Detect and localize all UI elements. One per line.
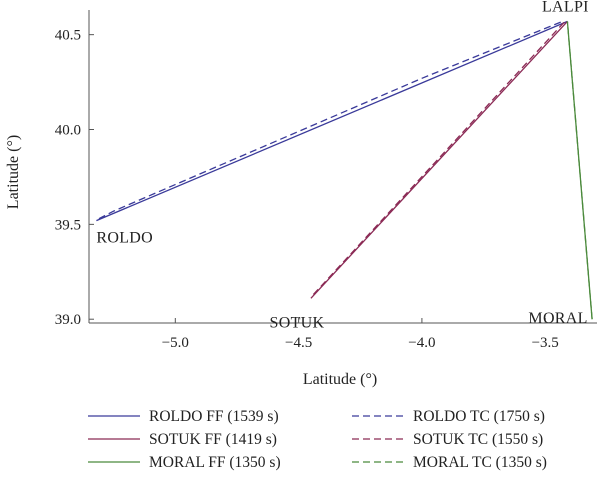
legend-label: SOTUK TC (1550 s) xyxy=(413,431,543,448)
legend: ROLDO FF (1539 s) SOTUK FF (1419 s) MORAL … xyxy=(88,408,547,471)
y-axis-ticks: 39.0 39.5 40.0 40.5 xyxy=(55,28,94,328)
waypoint-label: MORAL xyxy=(528,310,587,327)
x-tick-label: −4.5 xyxy=(285,335,312,351)
series-line xyxy=(566,21,593,320)
x-tick-label: −3.5 xyxy=(532,335,559,351)
waypoint-labels: LALPI ROLDO SOTUK MORAL xyxy=(96,0,588,331)
series-line xyxy=(98,20,563,220)
legend-label: ROLDO FF (1539 s) xyxy=(149,408,279,425)
series-line xyxy=(310,20,568,299)
waypoint-label: ROLDO xyxy=(96,230,153,247)
y-axis-title: Latitude (°) xyxy=(5,135,22,209)
waypoint-label: LALPI xyxy=(542,0,589,15)
legend-label: ROLDO TC (1750 s) xyxy=(413,408,545,425)
y-tick-label: 40.5 xyxy=(55,28,81,44)
series-line xyxy=(96,20,568,222)
legend-label: SOTUK FF (1419 s) xyxy=(149,431,277,448)
series-lines xyxy=(96,20,593,320)
y-tick-label: 39.5 xyxy=(55,217,81,233)
y-tick-label: 39.0 xyxy=(55,312,81,328)
y-tick-label: 40.0 xyxy=(55,123,81,139)
series-line xyxy=(312,20,566,295)
plot-frame xyxy=(88,10,597,324)
x-axis-ticks: −5.0 −4.5 −4.0 −3.5 xyxy=(162,318,559,351)
legend-label: MORAL TC (1350 s) xyxy=(413,454,547,471)
x-tick-label: −4.0 xyxy=(408,335,435,351)
legend-label: MORAL FF (1350 s) xyxy=(149,454,281,471)
x-axis-title: Latitude (°) xyxy=(303,371,377,388)
x-tick-label: −5.0 xyxy=(162,335,189,351)
waypoint-label: SOTUK xyxy=(270,314,325,331)
